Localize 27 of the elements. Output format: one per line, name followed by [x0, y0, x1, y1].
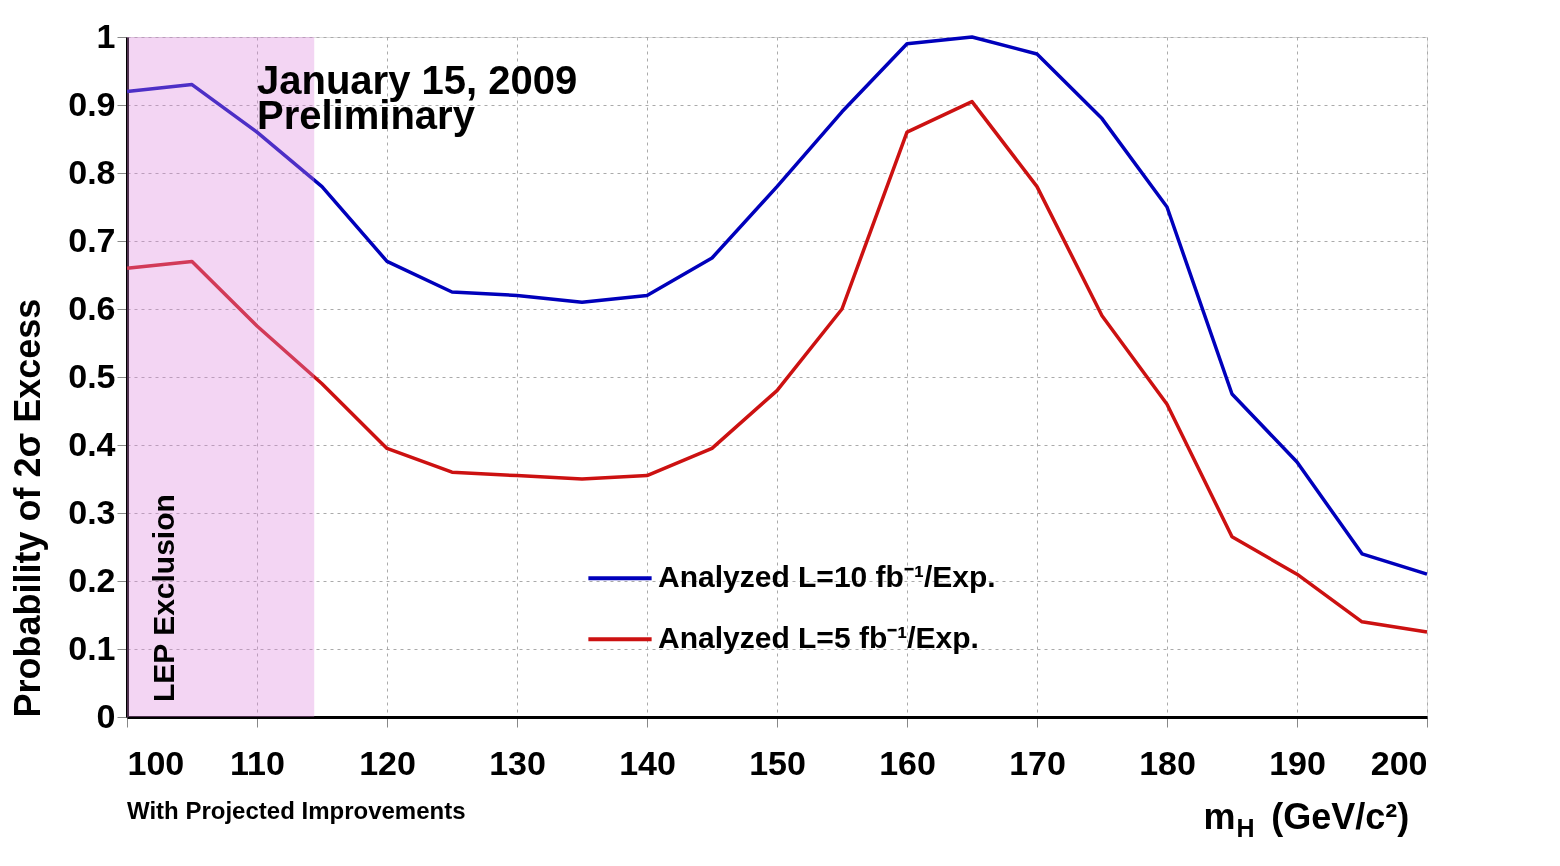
y-tick-label: 0.6 — [68, 288, 116, 327]
y-tick-label: 0.9 — [68, 84, 116, 123]
x-tick-label: 200 — [1370, 743, 1428, 782]
y-tick-label: 0.5 — [68, 356, 116, 395]
legend-label: Analyzed L=5 fb⁻¹/Exp. — [658, 621, 979, 655]
y-tick-label: 1 — [96, 16, 116, 55]
x-tick-label: 180 — [1139, 743, 1196, 782]
y-tick-label: 0 — [96, 696, 116, 735]
y-tick-label: 0.3 — [68, 492, 116, 531]
y-tick-label: 0.4 — [68, 424, 116, 463]
y-axis-title: Probability of 2σ Excess — [7, 298, 49, 718]
y-tick-label: 0.7 — [68, 220, 116, 259]
x-tick-label: 140 — [619, 743, 676, 782]
y-tick-label: 0.1 — [68, 628, 116, 667]
x-tick-label: 100 — [127, 743, 185, 782]
x-tick-label: 160 — [879, 743, 936, 782]
x-tick-label: 190 — [1269, 743, 1326, 782]
x-tick-label: 150 — [749, 743, 806, 782]
y-tick-label: 0.8 — [68, 152, 116, 191]
x-tick-label: 110 — [230, 743, 285, 782]
x-tick-label: 120 — [359, 743, 416, 782]
x-tick-label: 130 — [489, 743, 546, 782]
band-label: LEP Exclusion — [147, 494, 180, 702]
y-tick-label: 0.2 — [68, 560, 116, 599]
text: With Projected Improvements — [127, 797, 466, 824]
x-tick-label: 170 — [1009, 743, 1066, 782]
legend-label: Analyzed L=10 fb⁻¹/Exp. — [658, 560, 996, 594]
